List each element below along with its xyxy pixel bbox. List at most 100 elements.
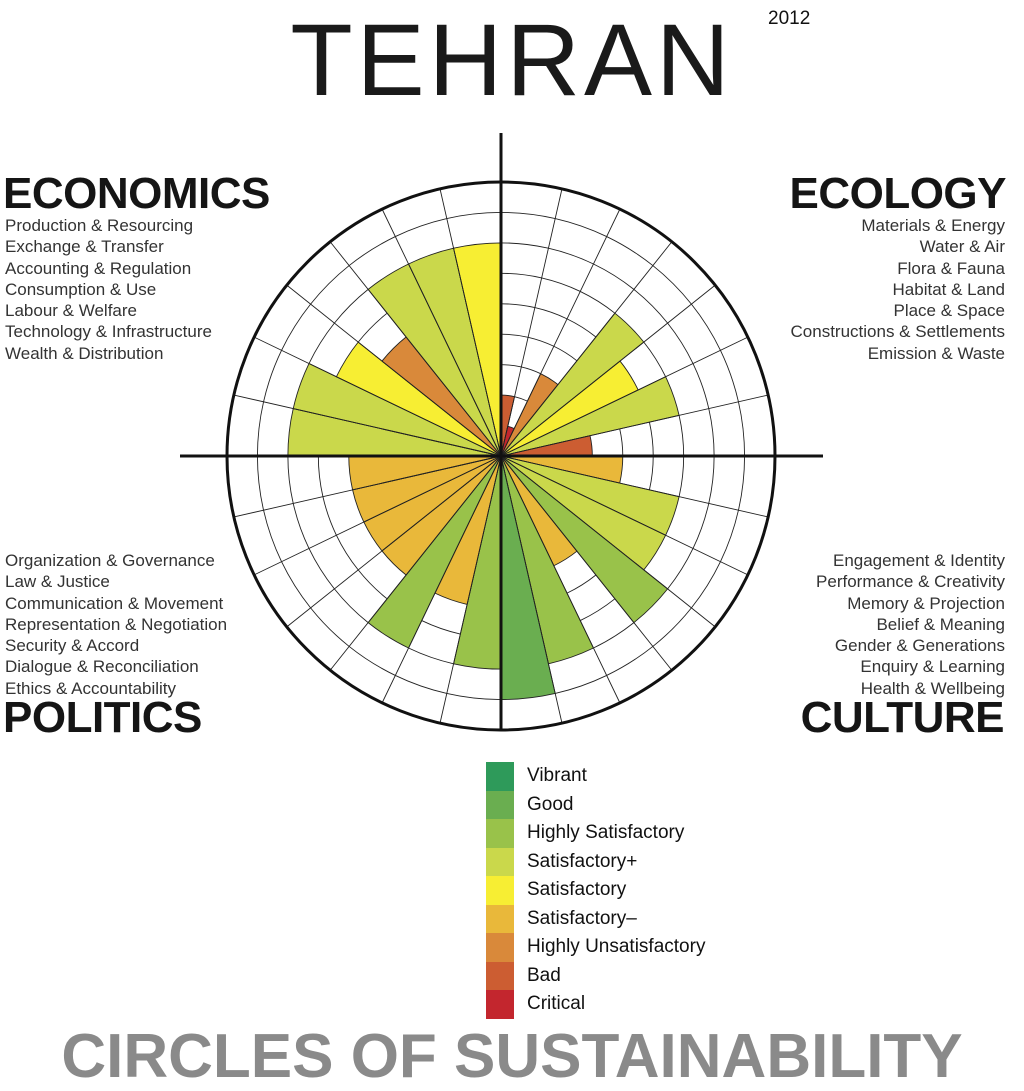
grid-arc	[633, 289, 668, 324]
grid-arc	[652, 265, 692, 305]
grid-arc	[652, 607, 692, 647]
legend-swatch	[486, 762, 514, 791]
ecology-item: Constructions & Settlements	[790, 322, 1005, 342]
grid-arc	[548, 247, 594, 265]
grid-arc	[692, 363, 710, 409]
grid-arc	[446, 693, 502, 701]
legend-swatch	[486, 819, 514, 848]
grid-arc	[667, 548, 694, 590]
culture-item: Enquiry & Learning	[860, 657, 1005, 677]
grid-arc	[738, 401, 746, 457]
grid-arc	[606, 236, 654, 266]
legend-swatch	[486, 990, 514, 1019]
politics-item: Communication & Movement	[5, 593, 224, 613]
grid-arc	[281, 561, 311, 609]
culture-item: Engagement & Identity	[832, 551, 1005, 570]
ecology-item: Materials & Energy	[861, 216, 1005, 235]
grid-arc	[606, 646, 654, 676]
culture-item: Health & Wellbeing	[860, 678, 1005, 698]
grid-arc	[317, 455, 324, 497]
grid-arc	[566, 574, 597, 594]
grid-arc	[691, 561, 721, 609]
economics-item: Labour & Welfare	[5, 301, 137, 321]
legend-label: Vibrant	[527, 765, 587, 786]
politics-list: Organization & Governance Law & Justice …	[5, 550, 227, 699]
grid-arc	[395, 218, 447, 237]
grid-radial-line	[500, 394, 769, 457]
grid-arc	[580, 598, 616, 621]
grid-arc	[446, 211, 502, 219]
grid-radial-line	[500, 455, 716, 628]
ecology-list: Materials & Energy Water & Air Flora & F…	[791, 215, 1005, 364]
grid-arc	[256, 455, 264, 511]
grid-arc	[691, 303, 721, 351]
legend-swatch	[486, 876, 514, 905]
grid-arc	[348, 236, 396, 266]
economics-item: Wealth & Distribution	[5, 343, 164, 363]
culture-item: Memory & Projection	[847, 593, 1005, 613]
grid-radial-line	[286, 455, 502, 628]
grid-arc	[500, 333, 529, 338]
grid-arc	[692, 503, 710, 549]
grid-radial-line	[500, 208, 621, 457]
grid-arc	[292, 503, 310, 549]
grid-radial-line	[329, 455, 502, 671]
economics-heading: ECONOMICS	[3, 169, 270, 218]
grid-arc	[534, 307, 568, 320]
ecology-item: Habitat & Land	[892, 279, 1005, 299]
grid-arc	[643, 341, 666, 377]
grid-radial-line	[500, 455, 769, 518]
legend-swatch	[486, 790, 514, 819]
grid-arc	[322, 496, 337, 536]
grid-radial-line	[439, 188, 502, 457]
grid-arc	[263, 350, 282, 402]
legend-swatch	[486, 961, 514, 990]
grid-arc	[720, 510, 739, 562]
politics-item: Representation & Negotiation	[5, 614, 228, 634]
culture-item: Performance & Creativity	[816, 572, 1005, 592]
grid-arc	[336, 535, 359, 571]
grid-arc	[619, 428, 624, 457]
legend-label: Critical	[527, 993, 586, 1014]
grid-arc	[334, 588, 369, 623]
grid-radial-line	[500, 455, 749, 576]
grid-arc	[500, 364, 522, 368]
ecology-item: Place & Space	[893, 301, 1005, 321]
politics-heading: POLITICS	[3, 693, 202, 742]
legend-label: Satisfactory	[527, 879, 627, 900]
grid-arc	[708, 455, 715, 504]
grid-arc	[720, 350, 739, 402]
legend-label: Satisfactory+	[527, 850, 638, 872]
grid-radial-line	[286, 284, 502, 457]
economics-item: Technology & Infrastructure	[5, 322, 212, 342]
grid-radial-line	[253, 455, 502, 576]
grid-arc	[308, 548, 335, 590]
culture-item: Gender & Generations	[834, 636, 1005, 656]
politics-item: Dialogue & Reconciliation	[5, 657, 199, 677]
grid-radial-line	[500, 455, 621, 704]
segments-layer	[287, 242, 680, 701]
legend-label: Bad	[527, 964, 561, 986]
grid-arc	[500, 211, 556, 219]
grid-arc	[678, 455, 685, 497]
politics-item: Organization & Governance	[5, 551, 215, 570]
ecology-heading: ECOLOGY	[789, 169, 1006, 218]
legend-label: Good	[527, 793, 574, 815]
grid-arc	[708, 408, 715, 457]
ecology-item: Water & Air	[919, 237, 1005, 257]
grid-arc	[566, 318, 597, 338]
culture-item: Belief & Meaning	[876, 614, 1005, 634]
politics-item: Ethics & Accountability	[5, 678, 177, 698]
grid-arc	[287, 455, 294, 504]
grid-arc	[580, 291, 616, 314]
grid-arc	[593, 622, 635, 649]
economics-item: Accounting & Regulation	[5, 258, 192, 278]
grid-arc	[357, 312, 388, 343]
grid-arc	[395, 675, 447, 694]
grid-radial-line	[500, 336, 749, 457]
grid-radial-line	[500, 188, 563, 457]
grid-arc	[553, 345, 578, 362]
culture-list: Engagement & Identity Performance & Crea…	[816, 550, 1005, 699]
legend-swatch	[486, 847, 514, 876]
